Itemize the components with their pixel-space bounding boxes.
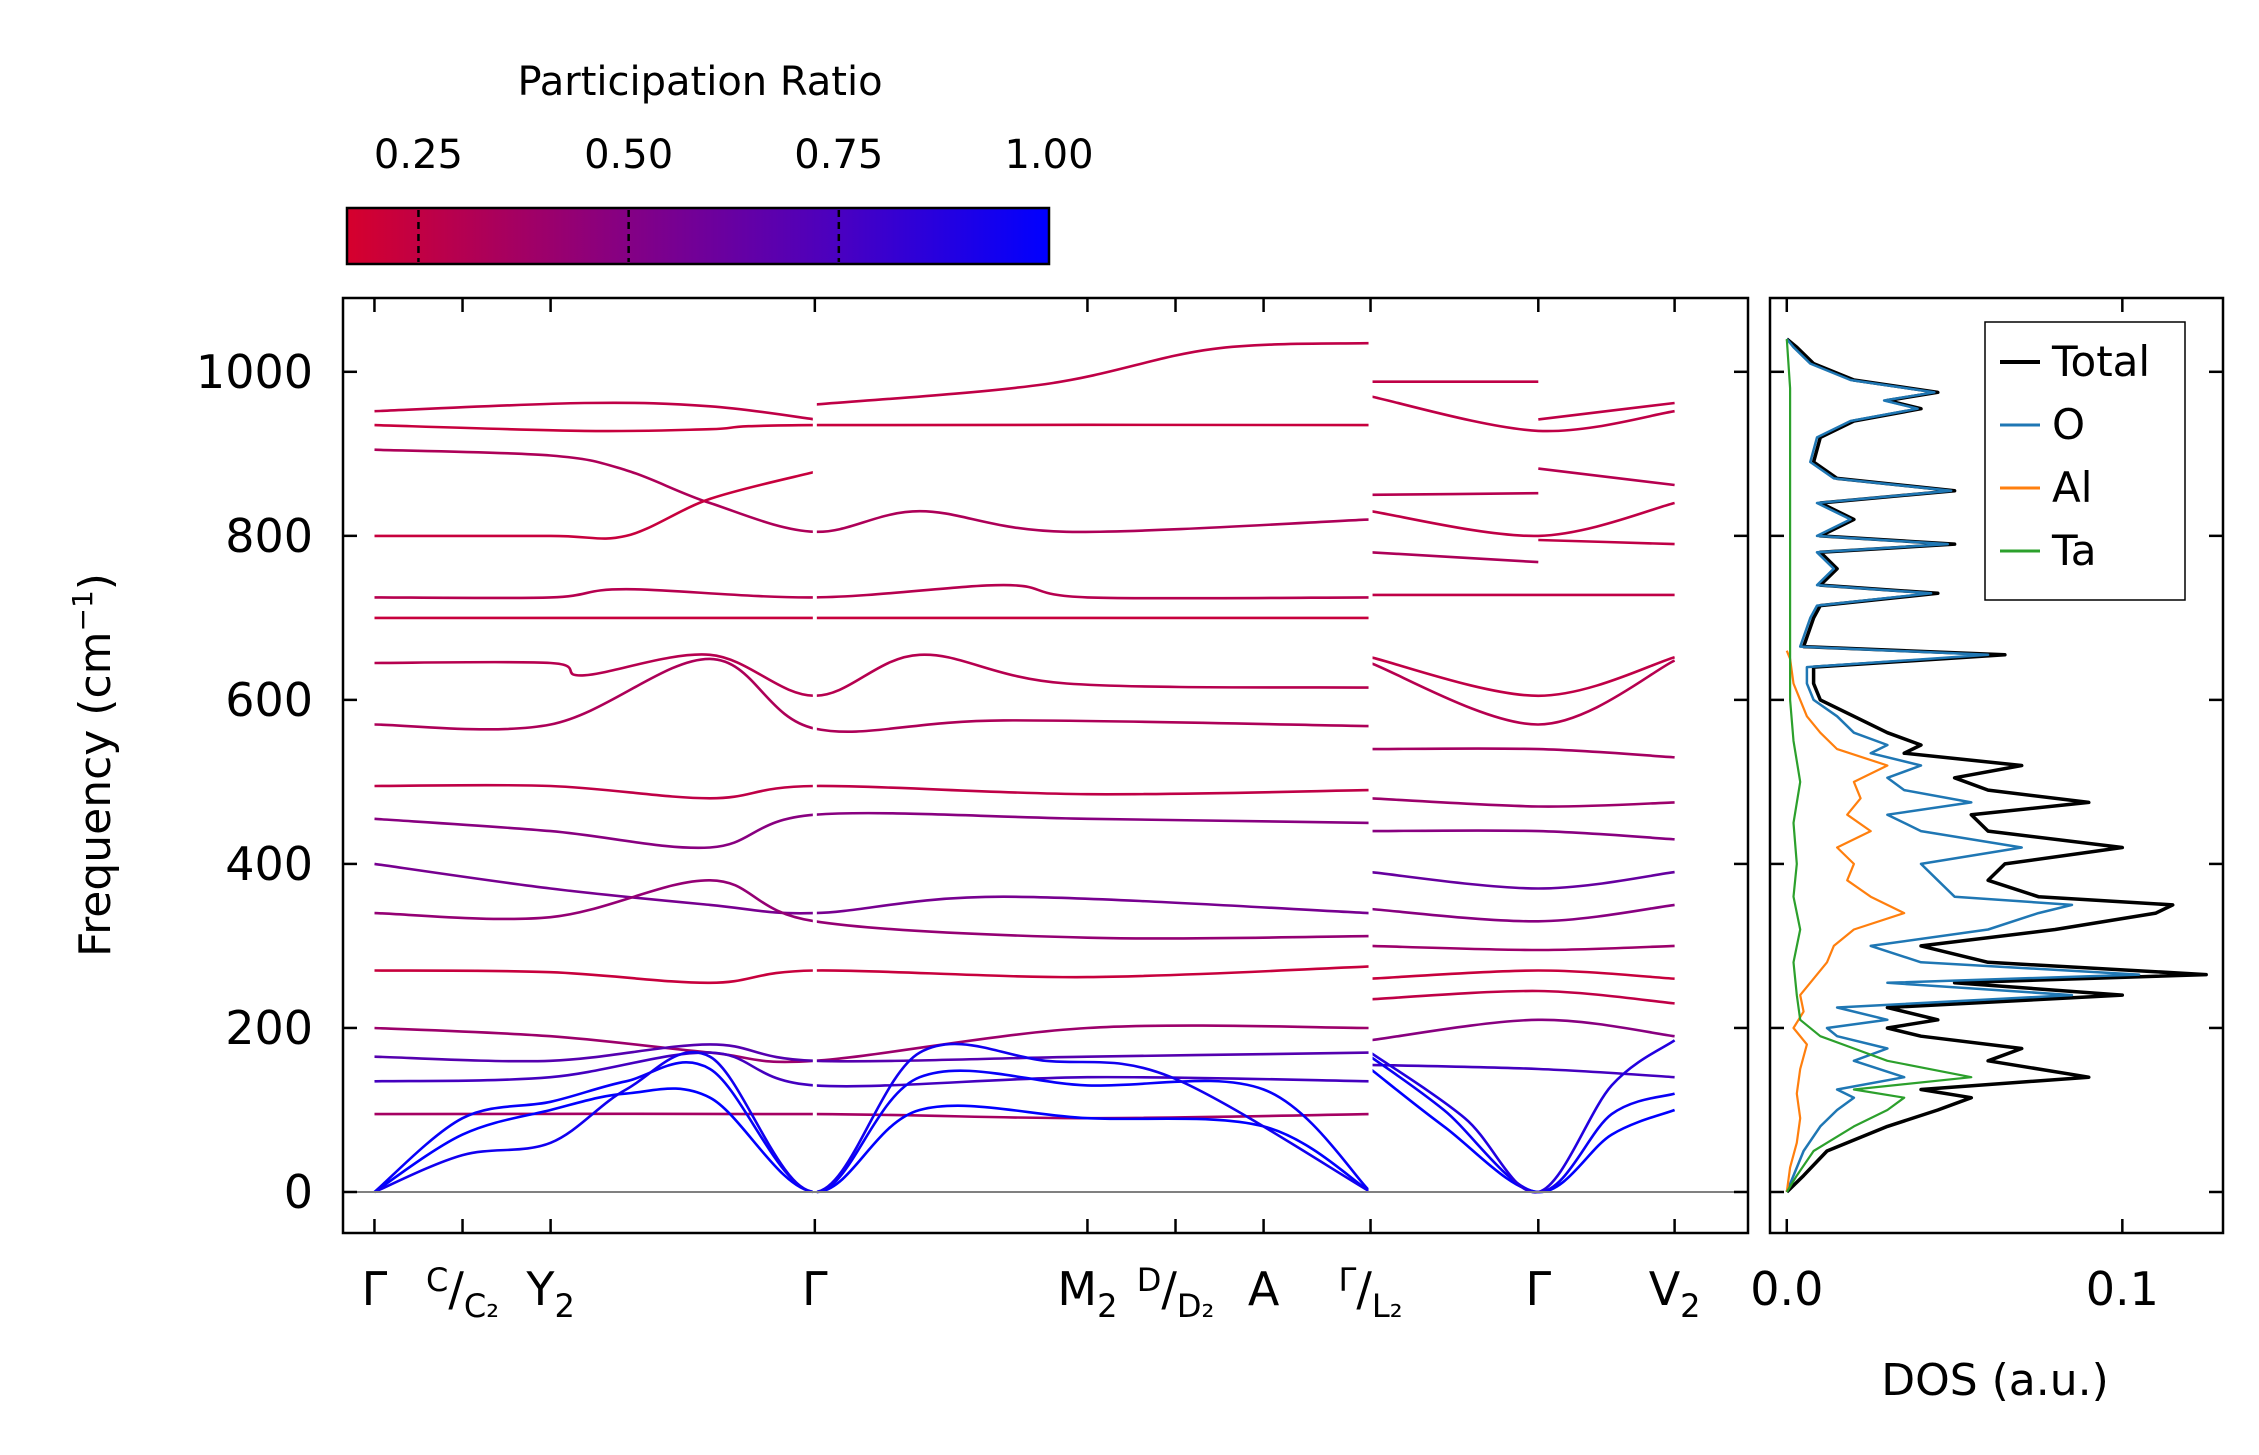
band-seg3-850 bbox=[1370, 491, 1539, 497]
q-point-label: M2 bbox=[1057, 1262, 1117, 1325]
phonon-bands bbox=[373, 300, 1676, 1231]
band-seg3-930 bbox=[1370, 395, 1675, 433]
band-structure-panel: 0 200 400 600 800 1000 Γ C/C₂ Y2 Γ M2 D/D₂ A Γ/L₂ Γ V2… bbox=[66, 296, 1750, 1325]
band-band-645 bbox=[374, 653, 1371, 698]
band-flat-935 bbox=[374, 423, 1371, 433]
dos-panel: 0.0 0.1 DOS (a.u.) Total O Al Ta bbox=[1750, 296, 2225, 1406]
colorbar: Participation Ratio 0.25 0.50 0.75 1.00 bbox=[345, 59, 1094, 266]
segment-gap bbox=[1368, 300, 1373, 1231]
q-point-label: Γ bbox=[362, 1262, 388, 1316]
band-seg3-345 bbox=[1370, 903, 1675, 923]
q-point-label: C/C₂ bbox=[426, 1261, 499, 1325]
legend-frame bbox=[1984, 321, 2186, 601]
y-tick-label: 0 bbox=[284, 1165, 313, 1219]
y-tick-label: 600 bbox=[225, 673, 313, 727]
dos-o bbox=[1785, 338, 2141, 1193]
band-seg3-540 bbox=[1370, 747, 1675, 759]
q-point-label: Y2 bbox=[525, 1262, 574, 1325]
band-seg3-790 bbox=[1538, 538, 1675, 546]
legend-label-o: O bbox=[2052, 400, 2085, 449]
q-point-label: Γ bbox=[1525, 1262, 1551, 1316]
y-tick-label: 400 bbox=[225, 837, 313, 891]
frequency-axis-label: Frequency (cm−1) bbox=[66, 573, 121, 957]
band-seg3-650 bbox=[1370, 655, 1675, 698]
dos-tick-label: 0.1 bbox=[2086, 1262, 2159, 1316]
band-band-340 bbox=[374, 878, 1371, 940]
band-seg3-880 bbox=[1538, 467, 1675, 487]
dos-ticks bbox=[1770, 298, 2223, 1233]
dos-legend: Total O Al Ta bbox=[1984, 321, 2186, 601]
segment-gap bbox=[812, 300, 817, 1231]
colorbar-tick-label: 0.75 bbox=[794, 132, 883, 178]
q-point-label: Γ bbox=[802, 1262, 828, 1316]
dos-tick-label: 0.0 bbox=[1750, 1262, 1823, 1316]
q-point-label: V2 bbox=[1649, 1262, 1701, 1325]
legend-label-total: Total bbox=[2051, 337, 2150, 386]
dos-frame bbox=[1768, 296, 2225, 1235]
y-tick-label: 800 bbox=[225, 509, 313, 563]
band-band-270 bbox=[374, 965, 1371, 985]
band-seg3-300 bbox=[1370, 944, 1675, 952]
band-seg3-610 bbox=[1370, 659, 1676, 726]
band-band-570 bbox=[374, 657, 1371, 734]
band-seg3-390 bbox=[1370, 870, 1675, 890]
band-seg3-ac3 bbox=[1369, 1039, 1676, 1194]
colorbar-tick-label: 0.50 bbox=[584, 132, 673, 178]
legend-label-al: Al bbox=[2052, 463, 2092, 512]
band-band-135 bbox=[374, 1051, 1371, 1088]
band-flat-905 bbox=[374, 448, 1371, 534]
colorbar-tick-label: 0.25 bbox=[374, 132, 463, 178]
band-band-400 bbox=[374, 862, 1371, 915]
dos-tick-labels: 0.0 0.1 bbox=[1750, 1262, 2159, 1316]
band-flat-952 bbox=[374, 341, 1371, 421]
band-band-95 bbox=[374, 1112, 1371, 1120]
band-seg3-235 bbox=[1370, 989, 1675, 1005]
colorbar-gradient bbox=[345, 206, 1051, 266]
band-seg3-ac2 bbox=[1369, 1055, 1675, 1194]
dos-al bbox=[1785, 650, 1906, 1193]
dos-axis-label: DOS (a.u.) bbox=[1881, 1355, 2109, 1406]
band-seg3-800 bbox=[1370, 501, 1675, 538]
band-band-495 bbox=[374, 783, 1371, 800]
band-flat-800 bbox=[374, 470, 816, 540]
q-point-label: D/D₂ bbox=[1137, 1261, 1215, 1325]
y-tick-label: 1000 bbox=[196, 345, 313, 399]
q-point-labels: Γ C/C₂ Y2 Γ M2 D/D₂ A Γ/L₂ Γ V2 bbox=[362, 1261, 1701, 1325]
dos-curves bbox=[1785, 337, 2208, 1194]
band-seg3-480 bbox=[1370, 797, 1675, 808]
band-band-455 bbox=[374, 811, 1371, 850]
band-acoustic-2 bbox=[373, 1061, 1372, 1194]
band-structure-frame bbox=[341, 296, 1750, 1235]
band-seg3-155 bbox=[1370, 1063, 1675, 1079]
band-seg3-945 bbox=[1538, 401, 1675, 421]
q-point-label: A bbox=[1248, 1262, 1280, 1316]
band-seg3-440 bbox=[1370, 829, 1675, 841]
band-seg3-185 bbox=[1370, 1018, 1675, 1042]
y-tick-label: 200 bbox=[225, 1001, 313, 1055]
colorbar-tick-label: 1.00 bbox=[1004, 132, 1093, 178]
colorbar-tick-labels: 0.25 0.50 0.75 1.00 bbox=[374, 132, 1094, 178]
band-seg3-770 bbox=[1370, 551, 1539, 564]
q-point-label: Γ/L₂ bbox=[1339, 1261, 1403, 1325]
band-band-165 bbox=[374, 1043, 1371, 1063]
band-band-200 bbox=[374, 1024, 1371, 1064]
legend-label-ta: Ta bbox=[2051, 526, 2096, 575]
frequency-tick-labels: 0 200 400 600 800 1000 bbox=[196, 345, 313, 1219]
band-seg3-260 bbox=[1370, 969, 1675, 980]
band-flat-725 bbox=[374, 583, 1371, 600]
colorbar-label: Participation Ratio bbox=[517, 59, 882, 105]
band-structure-ticks bbox=[343, 298, 1748, 1233]
dos-ta bbox=[1785, 338, 1973, 1193]
colorbar-tick-lines bbox=[417, 210, 841, 262]
